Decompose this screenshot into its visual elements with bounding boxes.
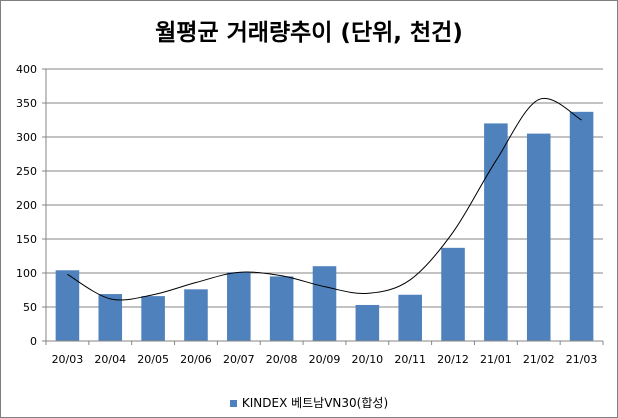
y-tick-label: 300 bbox=[16, 131, 37, 144]
x-tick-label: 20/06 bbox=[180, 353, 212, 366]
bar bbox=[141, 296, 165, 341]
bar bbox=[569, 111, 594, 341]
x-tick-label: 21/01 bbox=[480, 353, 512, 366]
y-tick-label: 50 bbox=[23, 301, 37, 314]
bar bbox=[269, 276, 294, 341]
trendline-path bbox=[67, 97, 582, 301]
bar bbox=[98, 294, 123, 341]
x-tick-label: 21/03 bbox=[566, 353, 598, 366]
x-tick-label: 20/11 bbox=[394, 353, 426, 366]
x-tick-label: 20/04 bbox=[94, 353, 126, 366]
bar bbox=[355, 304, 380, 341]
bar bbox=[526, 133, 551, 341]
x-tick-label: 20/09 bbox=[309, 353, 341, 366]
y-tick-label: 350 bbox=[16, 97, 37, 110]
y-tick-label: 0 bbox=[30, 335, 37, 348]
x-tick-label: 20/07 bbox=[223, 353, 255, 366]
bar bbox=[441, 247, 465, 341]
y-tick-label: 200 bbox=[16, 199, 37, 212]
trendline bbox=[67, 97, 582, 301]
bar bbox=[398, 294, 422, 341]
legend: KINDEX 베트남VN30(합성) bbox=[1, 394, 617, 411]
legend-label: KINDEX 베트남VN30(합성) bbox=[241, 396, 389, 410]
y-tick-label: 250 bbox=[16, 165, 37, 178]
y-tick-label: 400 bbox=[16, 63, 37, 76]
bar bbox=[484, 123, 508, 342]
y-tick-label: 150 bbox=[16, 233, 37, 246]
x-tick-label: 21/02 bbox=[523, 353, 555, 366]
x-tick-label: 20/12 bbox=[437, 353, 469, 366]
bars bbox=[55, 111, 594, 342]
bar bbox=[227, 272, 251, 341]
bar bbox=[55, 270, 80, 341]
legend-swatch bbox=[229, 400, 237, 407]
bar bbox=[184, 289, 208, 341]
x-tick-label: 20/08 bbox=[266, 353, 298, 366]
bar bbox=[312, 266, 337, 341]
axes: 0 50 100 150 200 250 300 350 400 20/03 20/04 20/05 2… bbox=[16, 63, 604, 366]
x-tick-label: 20/10 bbox=[351, 353, 383, 366]
x-tick-label: 20/03 bbox=[52, 353, 84, 366]
y-tick-label: 100 bbox=[16, 267, 37, 280]
x-tick-label: 20/05 bbox=[137, 353, 169, 366]
chart-title: 월평균 거래량추이 (단위, 천건) bbox=[155, 20, 463, 46]
